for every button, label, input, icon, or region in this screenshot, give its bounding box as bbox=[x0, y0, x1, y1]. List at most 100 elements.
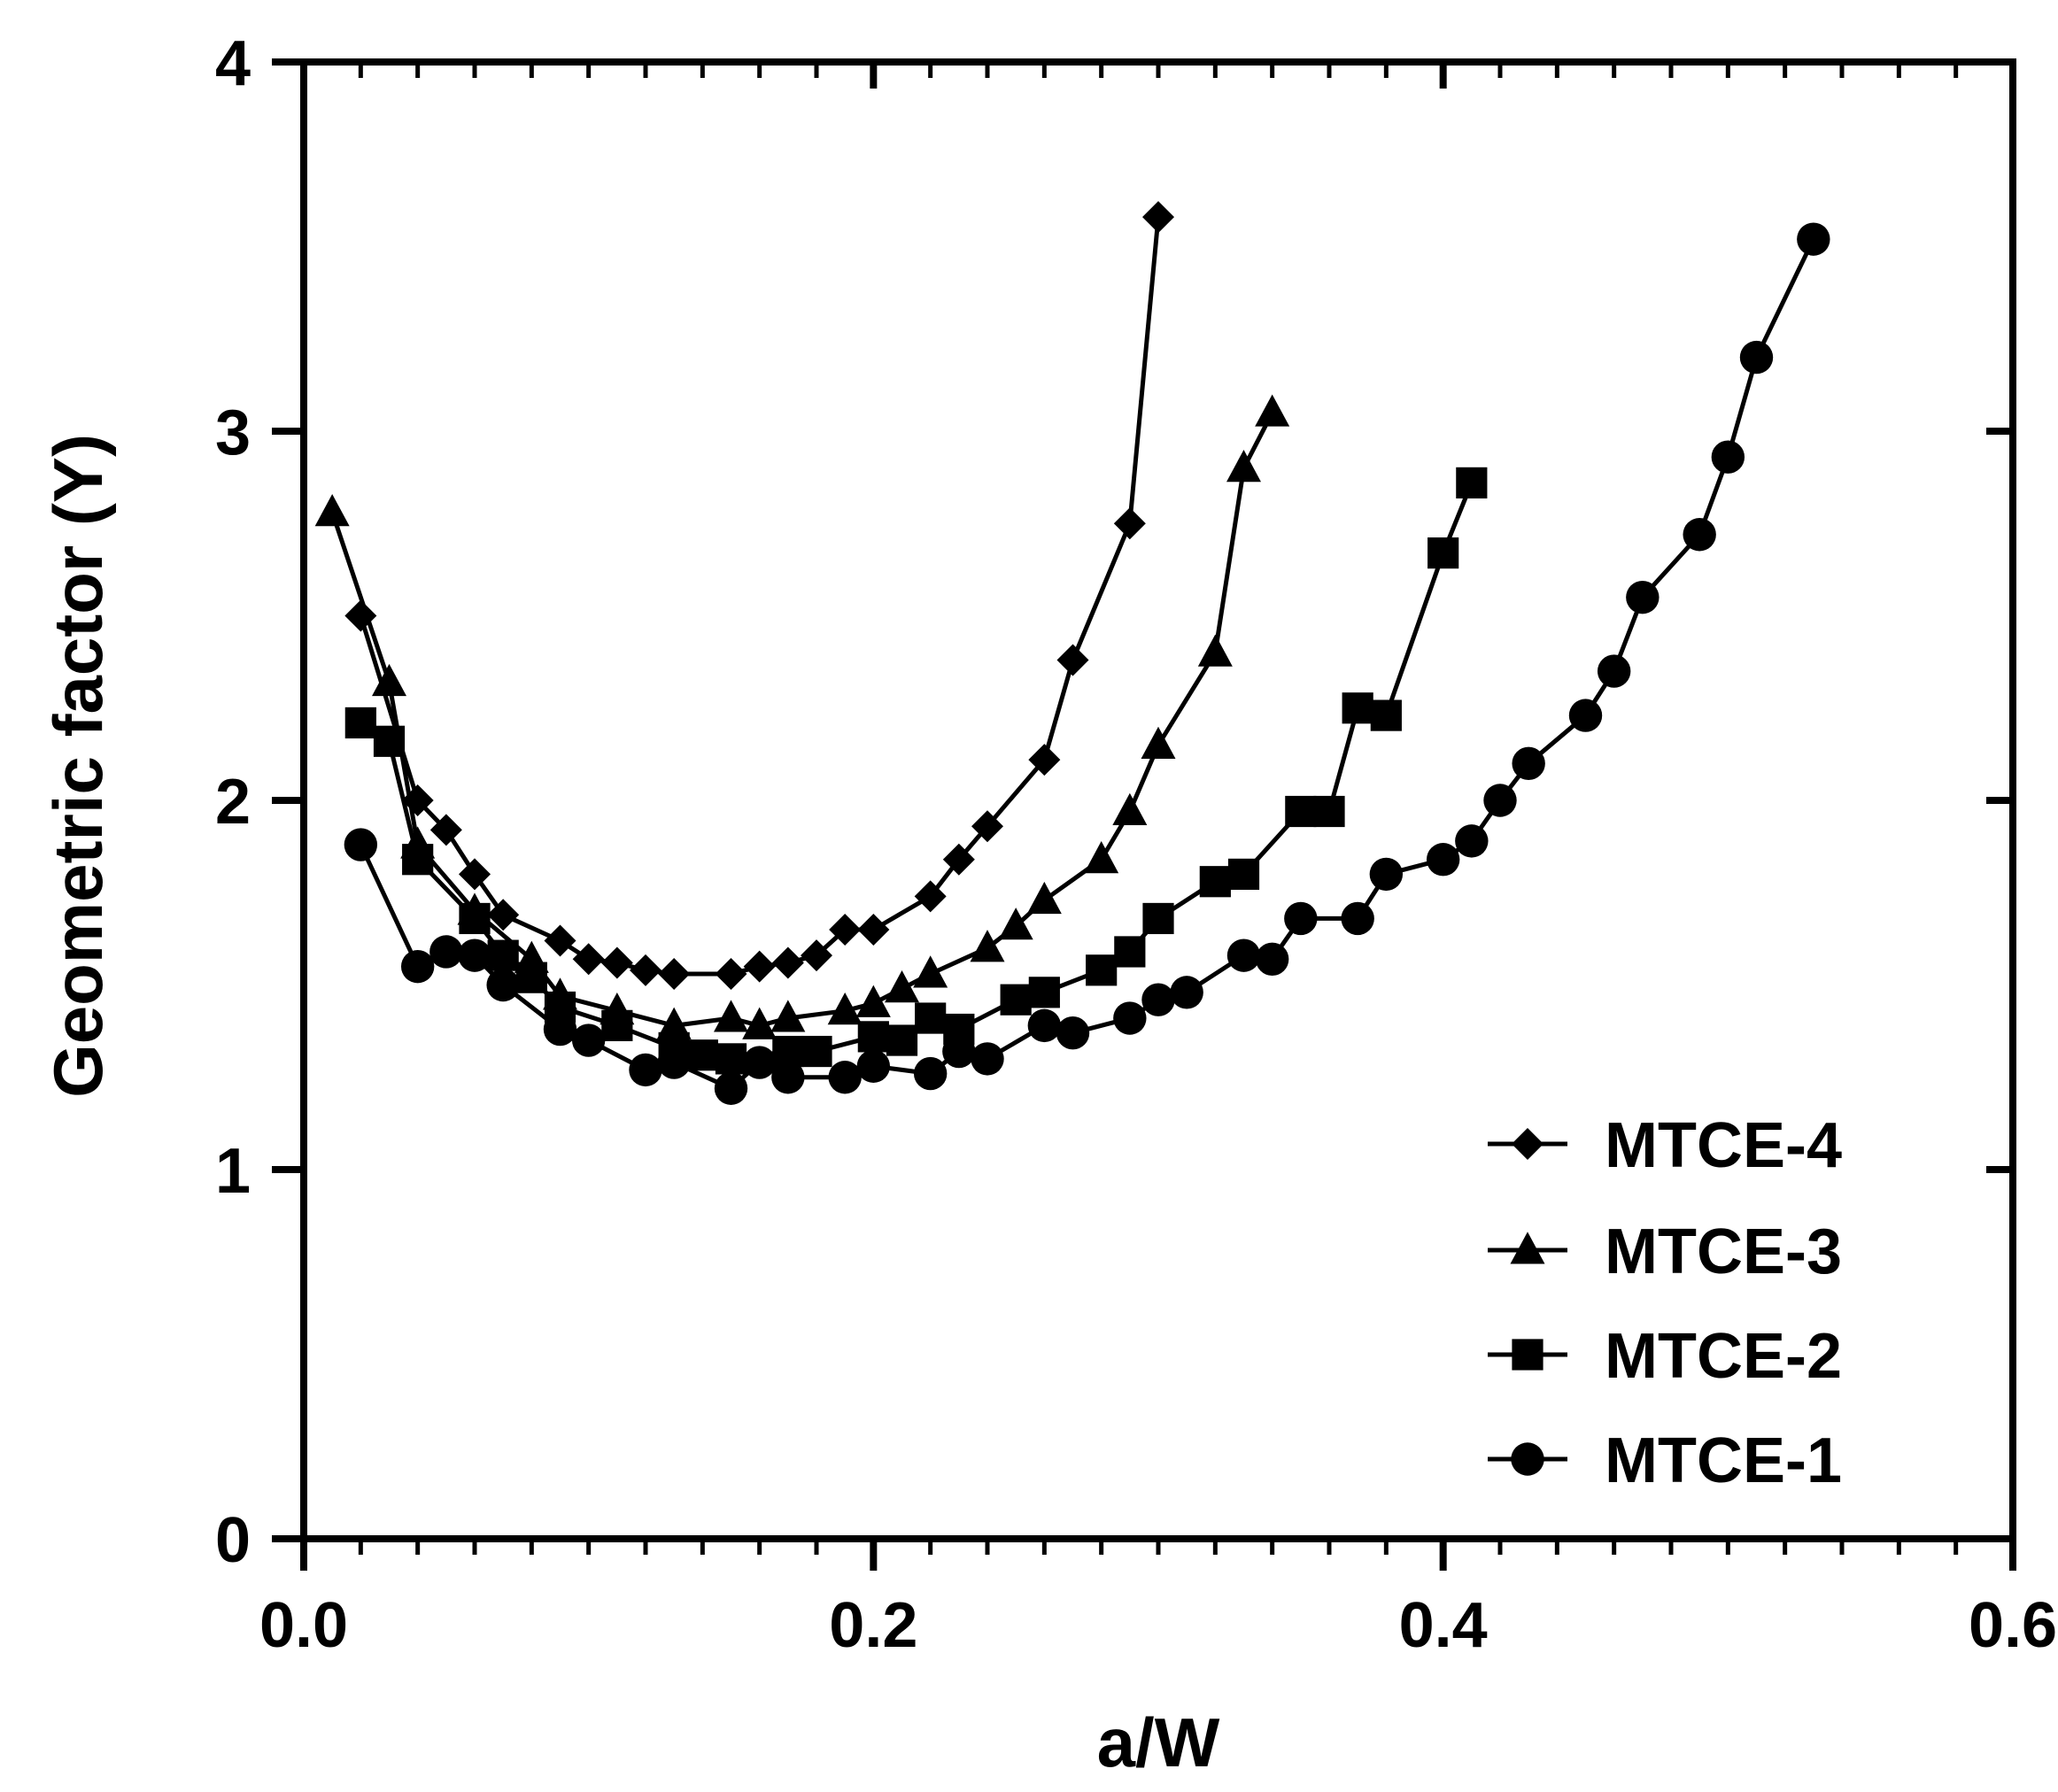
data-point-triangle bbox=[998, 908, 1033, 940]
data-point-circle bbox=[1027, 1008, 1062, 1043]
data-point-diamond bbox=[743, 950, 776, 983]
data-point-circle bbox=[913, 1056, 948, 1091]
legend-entry: MTCE-1 bbox=[1488, 1425, 1842, 1496]
x-tick-label: 0.4 bbox=[1399, 1590, 1488, 1661]
data-point-circle bbox=[1113, 1001, 1147, 1035]
data-point-triangle bbox=[913, 955, 948, 988]
data-point-square bbox=[1199, 866, 1231, 898]
x-tick-label: 0.0 bbox=[259, 1590, 348, 1661]
series-mtce-4 bbox=[344, 201, 1174, 990]
data-point-circle bbox=[1483, 784, 1517, 817]
data-point-square bbox=[1086, 954, 1118, 986]
data-point-triangle bbox=[1112, 792, 1148, 826]
x-axis-title: a/W bbox=[1097, 1703, 1220, 1781]
data-point-square bbox=[1342, 692, 1373, 724]
data-point-diamond bbox=[857, 913, 890, 946]
data-point-circle bbox=[429, 935, 463, 969]
data-point-square bbox=[1227, 858, 1260, 890]
data-point-circle bbox=[1626, 580, 1660, 614]
data-point-circle bbox=[657, 1046, 691, 1079]
data-point-square bbox=[686, 1039, 718, 1071]
data-point-square bbox=[1114, 936, 1146, 968]
data-point-square bbox=[487, 939, 519, 971]
data-point-circle bbox=[1512, 746, 1545, 780]
data-point-circle bbox=[458, 938, 491, 972]
data-point-circle bbox=[1797, 222, 1830, 256]
x-tick-label: 0.6 bbox=[1969, 1590, 2057, 1661]
data-point-diamond bbox=[658, 957, 691, 990]
data-point-circle bbox=[1739, 340, 1774, 375]
data-point-square bbox=[373, 725, 406, 757]
data-point-square bbox=[344, 707, 376, 739]
data-point-diamond bbox=[971, 810, 1003, 843]
data-point-circle bbox=[571, 1023, 606, 1057]
data-point-circle bbox=[856, 1049, 891, 1083]
data-point-diamond bbox=[829, 913, 862, 946]
series-line bbox=[358, 216, 1161, 977]
series-line bbox=[329, 412, 1274, 1028]
data-point-diamond bbox=[1028, 744, 1061, 776]
data-point-diamond bbox=[429, 814, 462, 846]
data-point-diamond bbox=[630, 954, 662, 986]
data-point-circle bbox=[942, 1034, 976, 1069]
data-point-square bbox=[1456, 467, 1488, 498]
data-point-circle bbox=[1226, 938, 1261, 972]
data-point-square bbox=[601, 1009, 633, 1041]
data-point-triangle bbox=[372, 663, 406, 697]
data-point-circle bbox=[1056, 1016, 1090, 1050]
data-point-square bbox=[1028, 977, 1060, 1008]
data-point-triangle bbox=[1141, 726, 1176, 759]
data-point-triangle bbox=[314, 494, 350, 527]
legend-label: MTCE-2 bbox=[1605, 1321, 1842, 1392]
data-point-triangle bbox=[714, 1000, 748, 1032]
data-point-square bbox=[515, 962, 547, 993]
data-point-triangle bbox=[1255, 394, 1290, 427]
legend-marker-diamond bbox=[1512, 1128, 1544, 1160]
data-point-triangle bbox=[970, 930, 1005, 962]
data-point-triangle bbox=[770, 1000, 806, 1032]
data-point-diamond bbox=[572, 943, 605, 976]
data-point-diamond bbox=[1142, 201, 1174, 234]
data-point-diamond bbox=[801, 939, 832, 972]
data-point-circle bbox=[1455, 824, 1489, 858]
data-point-square bbox=[886, 1024, 918, 1056]
data-point-square bbox=[402, 844, 434, 876]
data-point-diamond bbox=[942, 843, 975, 876]
data-point-circle bbox=[1284, 901, 1318, 936]
data-point-diamond bbox=[1113, 507, 1146, 540]
data-point-triangle bbox=[1084, 841, 1119, 874]
legend-entry: MTCE-2 bbox=[1488, 1321, 1842, 1392]
data-point-triangle bbox=[1197, 634, 1233, 667]
series-layer bbox=[314, 201, 1830, 1105]
data-point-circle bbox=[1341, 901, 1374, 936]
data-point-circle bbox=[1141, 983, 1175, 1016]
data-point-square bbox=[1313, 795, 1345, 828]
data-point-circle bbox=[344, 828, 378, 861]
data-point-square bbox=[857, 1021, 889, 1053]
data-point-diamond bbox=[771, 946, 804, 979]
data-point-square bbox=[1285, 795, 1317, 828]
legend-label: MTCE-1 bbox=[1605, 1425, 1842, 1496]
x-tick-label: 0.2 bbox=[829, 1590, 917, 1661]
data-point-square bbox=[1142, 902, 1174, 935]
y-tick-label: 4 bbox=[215, 28, 251, 99]
data-point-square bbox=[459, 902, 491, 935]
y-tick-label: 1 bbox=[215, 1136, 251, 1207]
series-mtce-1 bbox=[344, 222, 1830, 1105]
data-point-circle bbox=[828, 1061, 862, 1094]
y-axis-title: Geometric factor (Y) bbox=[39, 434, 117, 1098]
data-point-square bbox=[915, 1002, 947, 1034]
y-tick-label: 2 bbox=[215, 767, 251, 838]
y-tick-label: 3 bbox=[215, 398, 251, 468]
data-point-triangle bbox=[1226, 450, 1261, 483]
data-point-circle bbox=[543, 1012, 577, 1047]
data-point-circle bbox=[486, 968, 520, 1002]
data-point-triangle bbox=[656, 1007, 692, 1039]
legend: MTCE-4 MTCE-3 MTCE-2 MTCE-1 bbox=[1488, 1110, 1842, 1496]
data-point-circle bbox=[1255, 942, 1289, 977]
data-point-diamond bbox=[487, 899, 520, 931]
legend-marker-square bbox=[1512, 1339, 1544, 1371]
data-point-circle bbox=[771, 1061, 805, 1094]
data-point-diamond bbox=[544, 924, 576, 957]
y-tick-label: 0 bbox=[215, 1505, 251, 1576]
